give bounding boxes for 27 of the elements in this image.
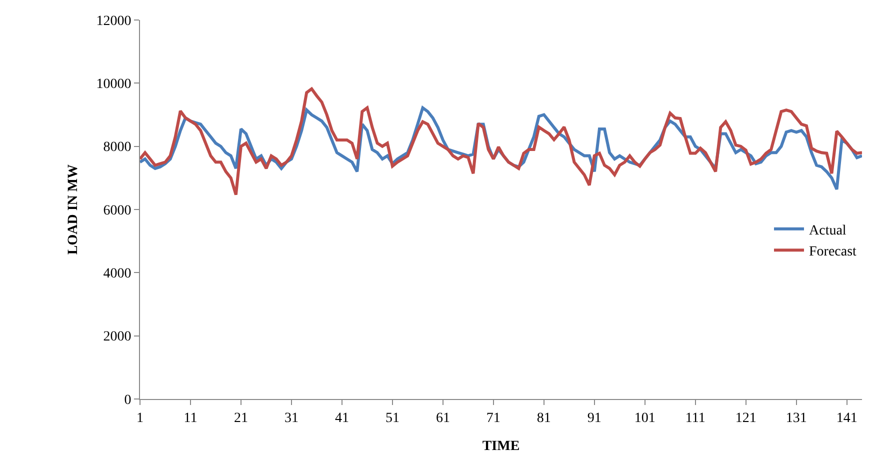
x-tick-label: 1 bbox=[136, 410, 144, 426]
x-tick-label: 71 bbox=[486, 410, 500, 426]
x-tick-label: 81 bbox=[536, 410, 551, 426]
x-tick-label: 121 bbox=[735, 410, 756, 426]
x-tick-label: 51 bbox=[385, 410, 400, 426]
x-axis-title: TIME bbox=[482, 439, 520, 454]
y-tick-label: 4000 bbox=[103, 266, 132, 282]
x-tick-label: 101 bbox=[634, 410, 656, 426]
legend-label: Actual bbox=[809, 223, 846, 238]
line-series bbox=[140, 87, 862, 196]
x-tick-label: 111 bbox=[685, 410, 706, 426]
y-axis-title: LOAD IN MW bbox=[66, 164, 81, 255]
x-tick-label: 61 bbox=[436, 410, 450, 426]
y-tick-label: 10000 bbox=[96, 77, 132, 92]
y-tick-label: 6000 bbox=[103, 203, 132, 218]
x-tick-label: 31 bbox=[284, 410, 298, 426]
y-tick-label: 0 bbox=[124, 392, 132, 408]
legend-label: Forecast bbox=[809, 244, 857, 260]
x-tick-label: 41 bbox=[334, 410, 349, 426]
x-tick-label: 21 bbox=[234, 410, 248, 426]
y-tick-label: 2000 bbox=[103, 330, 132, 345]
y-tick-label: 12000 bbox=[96, 14, 132, 29]
x-tick-label: 141 bbox=[836, 410, 858, 426]
x-tick-label: 131 bbox=[786, 410, 807, 426]
y-tick-label: 8000 bbox=[103, 140, 132, 156]
x-tick-label: 11 bbox=[184, 410, 198, 426]
x-tick-label: 91 bbox=[587, 410, 602, 426]
